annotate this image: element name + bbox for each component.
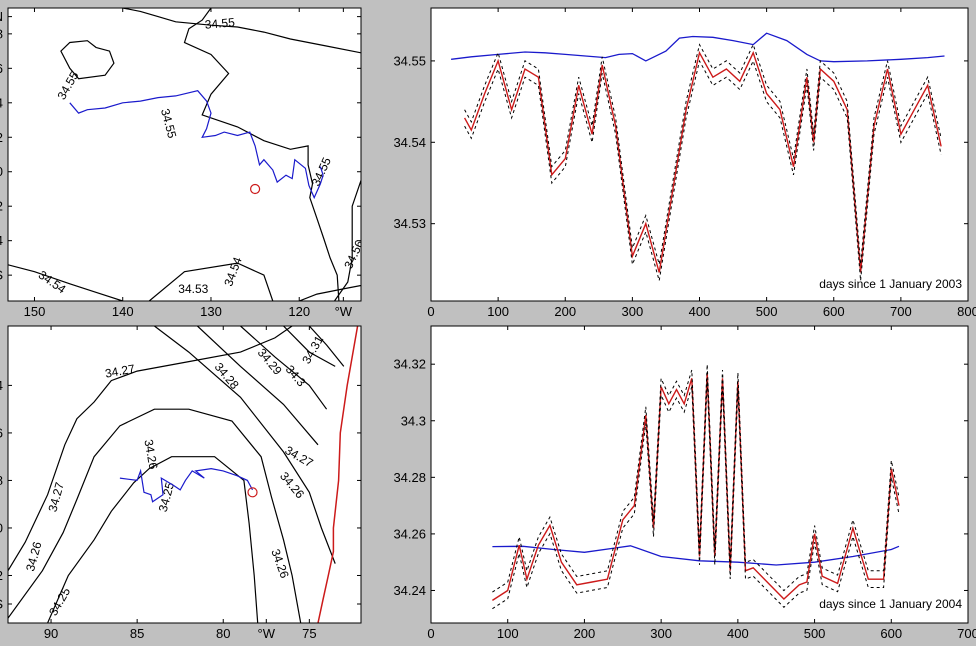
coastline — [317, 326, 359, 623]
y-tick-label: 34.28 — [393, 470, 426, 485]
contour-line — [183, 8, 340, 301]
contour-line — [47, 456, 259, 623]
y-tick-label: 2 — [0, 130, 3, 145]
x-tick-label: 150 — [24, 304, 46, 319]
axes-frame — [430, 7, 969, 302]
contour-line — [308, 326, 345, 367]
x-tick-label: 400 — [689, 304, 711, 319]
y-tick-label: 42 — [0, 568, 3, 583]
y-tick-label: 6 — [0, 61, 3, 76]
x-tick-label: 600 — [880, 626, 902, 641]
x-tick-label: °W — [258, 626, 276, 641]
climatology-line — [492, 545, 900, 566]
contour-label: 34.53 — [178, 282, 208, 296]
x-tick-label: 200 — [554, 304, 576, 319]
x-tick-label: 75 — [302, 626, 316, 641]
x-tick-label: 0 — [427, 626, 434, 641]
x-tick-label: 100 — [487, 304, 509, 319]
plot-area — [431, 326, 968, 623]
x-tick-label: 400 — [727, 626, 749, 641]
salinity-timeseries-2004: 0 100 200 300 400 500 600 700 34.24 34.26 34.28 34.… — [393, 325, 976, 641]
contour-label: 34.27 — [104, 362, 136, 381]
contour-line — [122, 8, 361, 54]
contour-line — [60, 40, 115, 80]
x-tick-label: 500 — [804, 626, 826, 641]
float-track — [119, 467, 254, 503]
plot-area — [8, 326, 361, 623]
y-tick-label: 34.53 — [393, 216, 426, 231]
y-tick-label: °N — [0, 9, 3, 24]
plot-area — [431, 8, 968, 301]
y-tick-label: 2 — [0, 199, 3, 214]
x-tick-label: 800 — [957, 304, 976, 319]
contour-label: 34.26 — [141, 438, 160, 470]
float-position-marker — [250, 183, 261, 195]
contour-line — [8, 264, 123, 301]
upper-bound-line — [492, 364, 900, 593]
x-tick-label: 300 — [622, 304, 644, 319]
contour-line — [298, 284, 361, 301]
contour-line — [283, 326, 336, 367]
plot-content — [492, 364, 900, 610]
salinity-timeseries-2003: 0 100 200 300 400 500 600 700 800 34.53 34.54 34.55… — [393, 7, 976, 319]
y-tick-label: °S — [0, 596, 3, 611]
salinity-fit-line — [463, 50, 942, 273]
upper-bound-line — [464, 43, 942, 265]
x-tick-label: 130 — [200, 304, 222, 319]
y-tick-label: 36 — [0, 425, 3, 440]
contour-line — [334, 180, 361, 301]
y-tick-label: 0 — [0, 164, 3, 179]
lower-bound-line — [464, 59, 942, 281]
y-tick-label: 34.26 — [393, 526, 426, 541]
x-tick-label: 140 — [112, 304, 134, 319]
x-tick-label: °W — [335, 304, 353, 319]
contour-line — [148, 262, 274, 301]
y-tick-label: 34.3 — [401, 413, 426, 428]
x-tick-label: 500 — [756, 304, 778, 319]
x-tick-label: 85 — [130, 626, 144, 641]
x-tick-label: 700 — [890, 304, 912, 319]
plot-content — [451, 32, 945, 281]
x-tick-label: 80 — [216, 626, 230, 641]
lower-bound-line — [492, 380, 900, 610]
y-tick-label: 4 — [0, 233, 3, 248]
y-tick-label: 34.24 — [393, 583, 426, 598]
y-tick-label: 34 — [0, 378, 3, 393]
x-tick-label: 600 — [823, 304, 845, 319]
x-tick-label: 300 — [650, 626, 672, 641]
y-tick-label: 34.55 — [393, 53, 426, 68]
float-track — [69, 90, 324, 200]
axes-frame — [7, 325, 362, 624]
axes-frame — [7, 7, 362, 302]
y-tick-label: 38 — [0, 473, 3, 488]
plot-area — [8, 8, 361, 301]
climatology-line — [451, 32, 945, 63]
x-tick-label: 700 — [957, 626, 976, 641]
contour-label: 34.55 — [204, 15, 235, 32]
float-position-marker — [247, 487, 258, 498]
contour-line — [8, 408, 302, 623]
y-tick-label: °S — [0, 268, 3, 283]
map-south-east-pacific: 34.27 34.28 34.2934.334.3134.2734.2634.263… — [0, 325, 362, 641]
x-tick-label: 90 — [44, 626, 58, 641]
contour-line — [8, 326, 293, 572]
x-tick-label: 200 — [574, 626, 596, 641]
salinity-fit-line — [492, 372, 900, 601]
y-tick-label: 8 — [0, 26, 3, 41]
y-tick-label: 4 — [0, 95, 3, 110]
contour-line — [196, 326, 319, 446]
axes-frame — [430, 325, 969, 624]
contour-line — [240, 326, 328, 410]
x-axis-label: days since 1 January 2003 — [819, 277, 962, 291]
y-tick-label: 34.32 — [393, 357, 426, 372]
x-tick-label: 100 — [497, 626, 519, 641]
x-tick-label: 120 — [288, 304, 310, 319]
y-tick-label: 40 — [0, 520, 3, 535]
y-tick-label: 34.54 — [393, 135, 426, 150]
contour-line — [154, 326, 336, 564]
x-axis-label: days since 1 January 2004 — [819, 597, 962, 611]
x-tick-label: 0 — [427, 304, 434, 319]
